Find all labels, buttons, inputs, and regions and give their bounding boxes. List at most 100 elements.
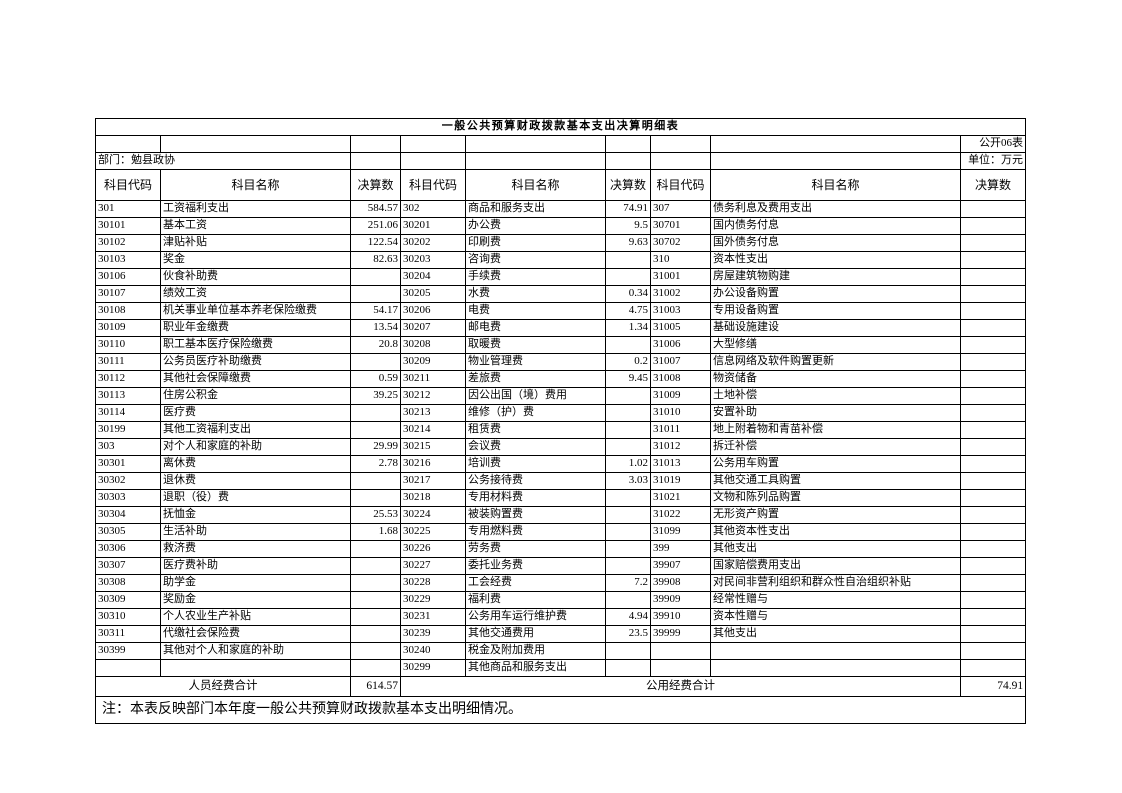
row-name-3: 资本性赠与 [710,608,961,626]
row-code-3: 31013 [650,455,711,473]
row-code-2: 30202 [400,234,466,252]
row-amount-2 [605,336,651,354]
row-amount-1: 251.06 [350,217,401,235]
row-code-1: 30308 [95,574,161,592]
row-name-3: 国外债务付息 [710,234,961,252]
column-header-row: 科目代码 科目名称 决算数 科目代码 科目名称 决算数 科目代码 科目名称 决算… [95,169,1027,201]
row-name-2: 维修（护）费 [465,404,606,422]
spacer-cell [710,135,961,153]
row-name-2: 商品和服务支出 [465,200,606,218]
row-amount-3 [959,574,1027,592]
totals-row: 人员经费合计 614.57 公用经费合计 74.91 [95,676,1027,697]
row-name-2: 福利费 [465,591,606,609]
spacer-cell [650,152,711,170]
row-name-2: 培训费 [465,455,606,473]
header-name-1: 科目名称 [160,169,351,201]
row-amount-2 [605,404,651,422]
table-row: 30308 助学金 30228 工会经费 7.2 39908 对民间非营利组织和群众性自治组… [95,574,1027,592]
row-name-3: 基础设施建设 [710,319,961,337]
row-amount-3 [959,319,1027,337]
row-amount-1: 1.68 [350,523,401,541]
row-name-2: 电费 [465,302,606,320]
row-name-3: 经常性赠与 [710,591,961,609]
row-name-1: 住房公积金 [160,387,351,405]
row-name-2: 物业管理费 [465,353,606,371]
row-amount-2 [605,421,651,439]
row-amount-2: 74.91 [605,200,651,218]
row-code-3: 31021 [650,489,711,507]
row-amount-3 [959,523,1027,541]
row-name-3: 文物和陈列品购置 [710,489,961,507]
row-amount-3 [959,489,1027,507]
row-amount-3 [959,557,1027,575]
row-amount-3 [959,642,1027,660]
row-name-3 [710,659,961,677]
title-row: 一般公共预算财政拨款基本支出决算明细表 [94,118,1027,136]
budget-table: 一般公共预算财政拨款基本支出决算明细表 公开06表 部门：勉县政协 [94,118,1027,724]
row-name-1: 生活补助 [160,523,351,541]
row-code-2: 30203 [400,251,466,269]
row-code-1: 30306 [95,540,161,558]
row-code-3: 39910 [650,608,711,626]
row-amount-2 [605,523,651,541]
row-code-1: 301 [95,200,161,218]
public-total-label: 公用经费合计 [400,676,961,697]
row-name-3: 资本性支出 [710,251,961,269]
row-name-2: 手续费 [465,268,606,286]
spacer-cell [465,135,606,153]
personnel-total-value: 614.57 [350,676,401,697]
table-row: 30304 抚恤金 25.53 30224 被装购置费 31022 无形资产购置 [95,506,1027,524]
row-name-2: 其他商品和服务支出 [465,659,606,677]
row-amount-1 [350,353,401,371]
row-code-2: 30215 [400,438,466,456]
table-row: 30301 离休费 2.78 30216 培训费 1.02 31013 公务用车购置 [95,455,1027,473]
row-code-3: 31009 [650,387,711,405]
row-amount-3 [959,455,1027,473]
public-total-value: 74.91 [959,676,1027,697]
row-code-3: 31003 [650,302,711,320]
row-code-2: 30209 [400,353,466,371]
spacer-cell [710,152,961,170]
row-amount-1: 13.54 [350,319,401,337]
row-name-3: 信息网络及软件购置更新 [710,353,961,371]
row-name-3: 对民间非营利组织和群众性自治组织补贴 [710,574,961,592]
row-name-2: 水费 [465,285,606,303]
row-amount-3 [959,404,1027,422]
row-name-1: 其他工资福利支出 [160,421,351,439]
row-name-3: 其他支出 [710,625,961,643]
row-amount-3 [959,591,1027,609]
row-code-2: 30205 [400,285,466,303]
row-code-1: 30304 [95,506,161,524]
row-amount-2 [605,268,651,286]
row-amount-2 [605,506,651,524]
row-code-1: 30307 [95,557,161,575]
row-name-1: 代缴社会保险费 [160,625,351,643]
row-amount-2 [605,251,651,269]
row-name-1: 抚恤金 [160,506,351,524]
row-code-3: 399 [650,540,711,558]
row-amount-1 [350,591,401,609]
table-row: 301 工资福利支出 584.57 302 商品和服务支出 74.91 307 债务利息及费用… [95,200,1027,218]
row-code-1: 30311 [95,625,161,643]
row-name-2: 差旅费 [465,370,606,388]
row-amount-2: 9.45 [605,370,651,388]
row-amount-3 [959,506,1027,524]
row-amount-3 [959,387,1027,405]
spacer-cell [400,135,466,153]
row-code-3: 31007 [650,353,711,371]
department-row: 部门：勉县政协 单位：万元 [95,152,1027,170]
row-amount-3 [959,336,1027,354]
row-amount-2: 4.94 [605,608,651,626]
row-name-3: 拆迁补偿 [710,438,961,456]
row-code-1: 30302 [95,472,161,490]
row-amount-3 [959,234,1027,252]
row-code-2: 30227 [400,557,466,575]
table-row: 30306 救济费 30226 劳务费 399 其他支出 [95,540,1027,558]
row-code-1: 30110 [95,336,161,354]
row-amount-2 [605,591,651,609]
row-name-2: 取暖费 [465,336,606,354]
row-code-2: 30240 [400,642,466,660]
row-amount-1 [350,557,401,575]
table-row: 30103 奖金 82.63 30203 咨询费 310 资本性支出 [95,251,1027,269]
spacer-cell [350,135,401,153]
